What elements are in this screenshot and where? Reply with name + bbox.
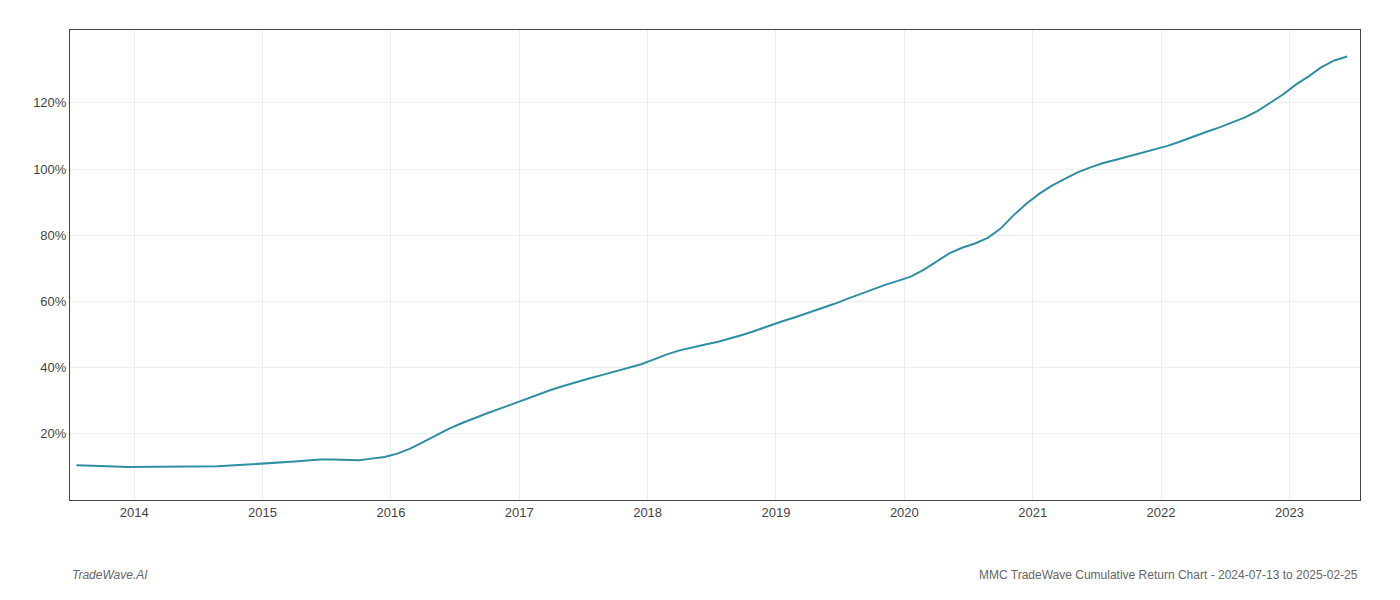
svg-text:100%: 100% xyxy=(33,162,67,177)
svg-text:2020: 2020 xyxy=(890,505,919,520)
svg-text:2018: 2018 xyxy=(633,505,662,520)
svg-text:40%: 40% xyxy=(40,360,66,375)
svg-text:TradeWave.AI: TradeWave.AI xyxy=(72,568,148,582)
svg-text:2019: 2019 xyxy=(762,505,791,520)
svg-text:2014: 2014 xyxy=(120,505,149,520)
svg-text:2016: 2016 xyxy=(376,505,405,520)
svg-text:MMC TradeWave Cumulative Retur: MMC TradeWave Cumulative Return Chart - … xyxy=(979,568,1358,582)
svg-text:2015: 2015 xyxy=(248,505,277,520)
svg-text:2023: 2023 xyxy=(1275,505,1304,520)
svg-text:20%: 20% xyxy=(40,426,66,441)
svg-text:2021: 2021 xyxy=(1018,505,1047,520)
svg-text:120%: 120% xyxy=(33,95,67,110)
svg-text:80%: 80% xyxy=(40,228,66,243)
svg-text:2017: 2017 xyxy=(505,505,534,520)
svg-text:60%: 60% xyxy=(40,294,66,309)
svg-text:2022: 2022 xyxy=(1147,505,1176,520)
